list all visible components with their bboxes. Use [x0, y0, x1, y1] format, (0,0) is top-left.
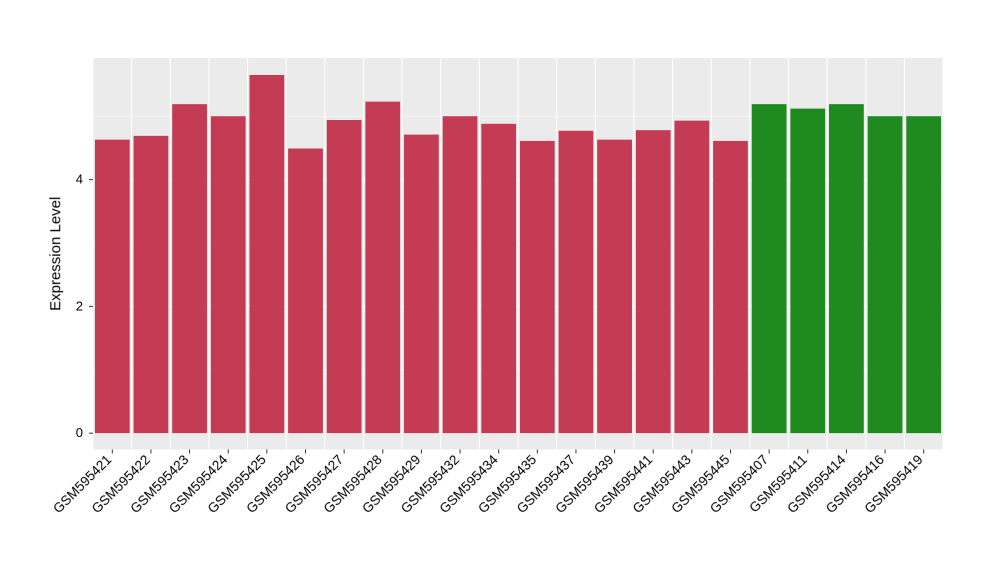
svg-text:2: 2 [76, 298, 83, 313]
svg-text:4: 4 [76, 172, 83, 187]
svg-text:0: 0 [76, 425, 83, 440]
svg-text:Expression Level: Expression Level [47, 197, 64, 311]
